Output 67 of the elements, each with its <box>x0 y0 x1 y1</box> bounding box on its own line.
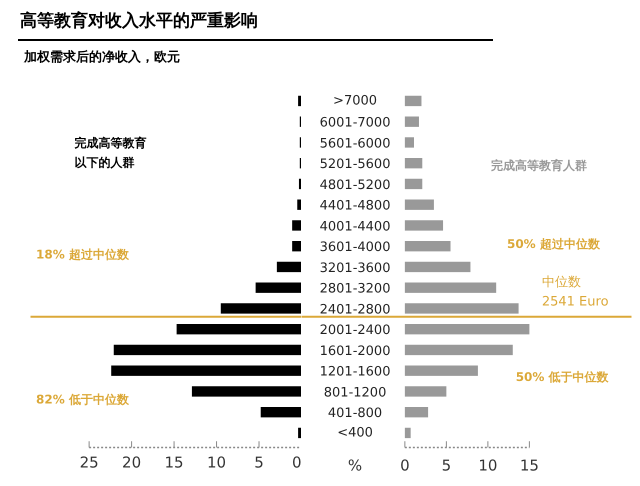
y-tick-label: 4001-4400 <box>320 219 390 234</box>
bar <box>260 407 301 418</box>
text: 完成高等教育以下的人群 <box>74 136 146 170</box>
bar <box>404 428 411 438</box>
y-tick-label: 5601-6000 <box>320 136 390 152</box>
bar <box>220 303 301 314</box>
y-tick-label: 2801-3200 <box>320 282 390 297</box>
chart-subtitle: 加权需求后的净收入，欧元 <box>22 48 181 68</box>
y-tick-label: <400 <box>337 425 373 440</box>
y-tick-label: 4401-4800 <box>320 198 390 214</box>
bar <box>292 220 301 231</box>
y-tick-label: 2401-2800 <box>320 302 390 318</box>
bar <box>404 178 422 190</box>
annotation: 18% 超过中位数 <box>36 247 130 262</box>
bar <box>404 407 428 418</box>
bar <box>404 158 422 168</box>
text: 完成高等教育人群 <box>490 158 587 172</box>
bar <box>404 262 470 272</box>
bar <box>404 137 414 148</box>
y-tick-label: 5201-5600 <box>320 157 390 172</box>
y-tick-label: 3601-4000 <box>320 240 390 256</box>
x-tick-label: 15 <box>520 456 539 474</box>
bar <box>404 220 444 231</box>
y-tick-label: 3201-3600 <box>320 260 390 276</box>
chart-title: 高等教育对收入水平的严重影响 <box>18 5 493 42</box>
bar <box>404 324 530 334</box>
x-tick-label: 0 <box>400 456 410 474</box>
bar <box>298 96 301 106</box>
y-tick-label: 1201-1600 <box>320 364 390 380</box>
text: % <box>348 456 362 474</box>
y-tick-label: 801-1200 <box>324 385 386 400</box>
bar <box>292 241 301 252</box>
bar <box>404 116 419 127</box>
annotation: 50% 超过中位数 <box>506 237 601 252</box>
annotation: 82% 低于中位数 <box>36 392 130 407</box>
y-tick-label: >7000 <box>333 93 378 108</box>
y-tick-label: 6001-7000 <box>320 116 390 131</box>
x-tick-label: 10 <box>207 454 226 472</box>
bar <box>404 386 446 397</box>
x-tick-label: 25 <box>80 454 99 472</box>
x-tick-label: 15 <box>164 454 184 472</box>
bar <box>404 282 496 293</box>
y-tick-label: 2001-2400 <box>320 323 390 338</box>
x-tick-label: 10 <box>478 456 498 474</box>
bar <box>256 282 301 293</box>
x-tick-label: 20 <box>122 454 142 472</box>
bar <box>297 200 301 210</box>
bar <box>404 344 513 356</box>
y-tick-label: 4801-5200 <box>320 178 390 193</box>
y-tick-label: 401-800 <box>328 406 382 422</box>
x-tick-label: 5 <box>254 454 264 472</box>
bar <box>404 303 519 314</box>
x-tick-label: 5 <box>442 456 452 474</box>
ref-line-label: 中位数 2541 Euro <box>542 274 609 310</box>
bar <box>404 200 434 210</box>
bar <box>404 96 422 106</box>
annotation: 50% 低于中位数 <box>516 370 610 384</box>
x-tick-label: 0 <box>292 454 302 472</box>
bar <box>114 344 301 356</box>
bar <box>176 324 301 334</box>
bar <box>404 366 478 376</box>
bar <box>298 428 301 438</box>
bar <box>276 262 301 272</box>
bar <box>111 366 301 376</box>
bar <box>404 241 451 252</box>
y-tick-label: 1601-2000 <box>320 344 390 359</box>
bar <box>192 386 301 397</box>
